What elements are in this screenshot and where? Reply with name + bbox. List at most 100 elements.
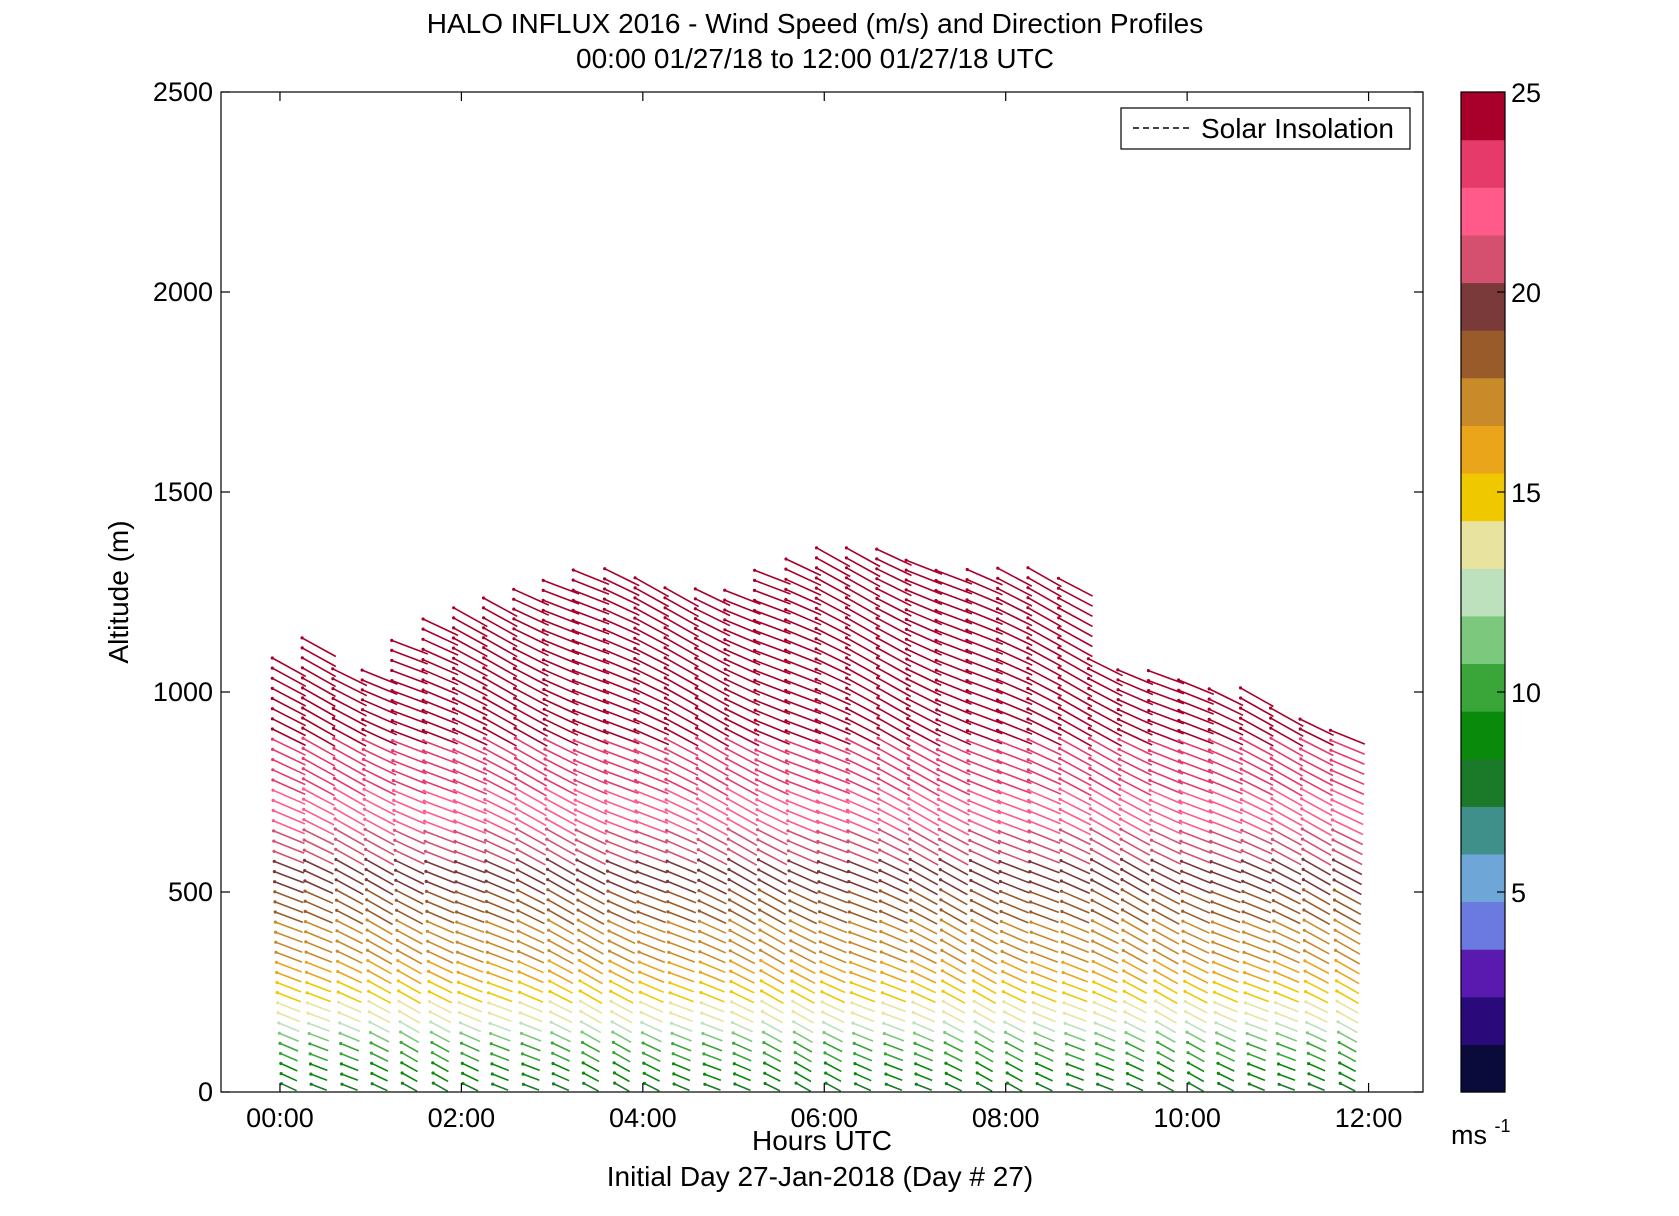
wind-arrow (1059, 737, 1092, 757)
wind-arrow-head (273, 880, 277, 884)
wind-arrow-head (1148, 768, 1152, 773)
wind-arrow-head (816, 839, 820, 844)
wind-arrow-head (995, 617, 1000, 621)
wind-arrow (916, 1083, 933, 1091)
wind-arrow-head (633, 636, 637, 640)
wind-arrow (391, 709, 428, 725)
wind-arrow-head (572, 758, 577, 762)
wind-arrow-head (603, 759, 607, 763)
wind-arrow (728, 878, 757, 896)
wind-arrow (935, 609, 973, 625)
wind-arrow-head (635, 880, 640, 884)
wind-arrow-head (664, 777, 668, 782)
wind-arrow-head (814, 728, 818, 732)
wind-arrow (1001, 940, 1029, 954)
wind-arrow-head (1092, 990, 1096, 994)
wind-arrow-head (1303, 949, 1307, 953)
wind-arrow-head (334, 878, 338, 882)
wind-arrow (1240, 778, 1274, 796)
wind-arrow (997, 770, 1032, 785)
wind-arrow (458, 991, 483, 1003)
wind-arrow (483, 607, 518, 628)
wind-arrow (336, 899, 364, 915)
wind-arrow (764, 1062, 781, 1073)
wind-arrow (849, 911, 878, 924)
wind-arrow-head (883, 1052, 888, 1056)
wind-arrow (422, 618, 459, 637)
wind-arrow (1059, 768, 1092, 787)
wind-arrow-head (1117, 747, 1121, 751)
wind-arrow-head (454, 890, 458, 894)
wind-arrow (489, 1022, 512, 1032)
wind-arrow (572, 649, 610, 665)
wind-arrow-head (333, 797, 337, 801)
wind-arrow (516, 818, 547, 837)
wind-arrow (1273, 920, 1301, 935)
wind-arrow-head (725, 797, 730, 801)
wind-arrow-head (1123, 1010, 1127, 1014)
wind-arrow-head (427, 979, 431, 984)
wind-arrow (461, 1042, 480, 1052)
wind-arrow (573, 739, 609, 755)
wind-arrow (664, 597, 699, 618)
wind-arrow (485, 890, 515, 904)
wind-arrow (846, 607, 881, 628)
wind-arrow (302, 697, 336, 718)
colorbar-segment (1461, 806, 1505, 855)
wind-arrow-head (308, 1062, 313, 1066)
wind-arrow (1149, 749, 1184, 765)
wind-arrow (818, 890, 848, 904)
wind-arrow (1240, 798, 1273, 816)
wind-arrow (338, 1001, 362, 1013)
colorbar-segment (1461, 568, 1505, 617)
wind-arrow (754, 589, 791, 605)
wind-arrow-head (608, 969, 612, 973)
wind-arrow (1209, 800, 1243, 815)
wind-arrow-head (390, 638, 394, 643)
wind-arrow (879, 839, 910, 856)
wind-arrow (998, 800, 1032, 815)
wind-arrow (816, 800, 850, 815)
wind-arrow-head (1207, 748, 1212, 752)
wind-arrow-head (724, 707, 728, 711)
wind-arrow-head (332, 756, 336, 761)
wind-arrow-head (995, 627, 1000, 631)
wind-arrow-head (790, 989, 795, 993)
wind-arrow (304, 900, 334, 914)
wind-arrow (1153, 919, 1180, 935)
wind-arrow-head (878, 868, 882, 873)
wind-arrow (945, 1052, 963, 1063)
wind-arrow-head (995, 698, 1000, 702)
wind-arrow (1334, 899, 1362, 916)
wind-arrow-head (274, 950, 278, 954)
wind-arrow-head (517, 949, 521, 954)
wind-arrow-head (1216, 1051, 1220, 1055)
wind-arrow (1032, 981, 1057, 993)
wind-arrow (1271, 828, 1302, 846)
wind-arrow-head (392, 798, 396, 803)
wind-arrow (1274, 981, 1300, 993)
wind-arrow-head (1298, 717, 1302, 721)
wind-arrow (271, 657, 307, 678)
wind-arrow-head (1001, 970, 1005, 974)
wind-arrow-head (301, 696, 305, 700)
wind-arrow-head (336, 990, 340, 994)
wind-arrow (824, 1042, 843, 1053)
wind-arrow (579, 970, 603, 985)
wind-arrow-head (421, 647, 425, 652)
wind-arrow-head (1245, 1021, 1249, 1025)
wind-arrow-head (1150, 848, 1154, 852)
wind-arrow (1065, 1032, 1086, 1042)
wind-arrow (727, 818, 758, 837)
wind-arrow (578, 929, 605, 945)
wind-arrow-head (850, 1001, 854, 1005)
wind-arrow-head (1116, 717, 1121, 722)
wind-arrow (1118, 758, 1152, 776)
wind-arrow (1300, 768, 1334, 787)
wind-arrow (816, 587, 851, 608)
wind-arrow-head (581, 1051, 585, 1055)
wind-arrow (391, 659, 428, 675)
wind-arrow-head (390, 648, 394, 653)
wind-arrow-head (365, 908, 369, 912)
wind-arrow (761, 990, 784, 1005)
